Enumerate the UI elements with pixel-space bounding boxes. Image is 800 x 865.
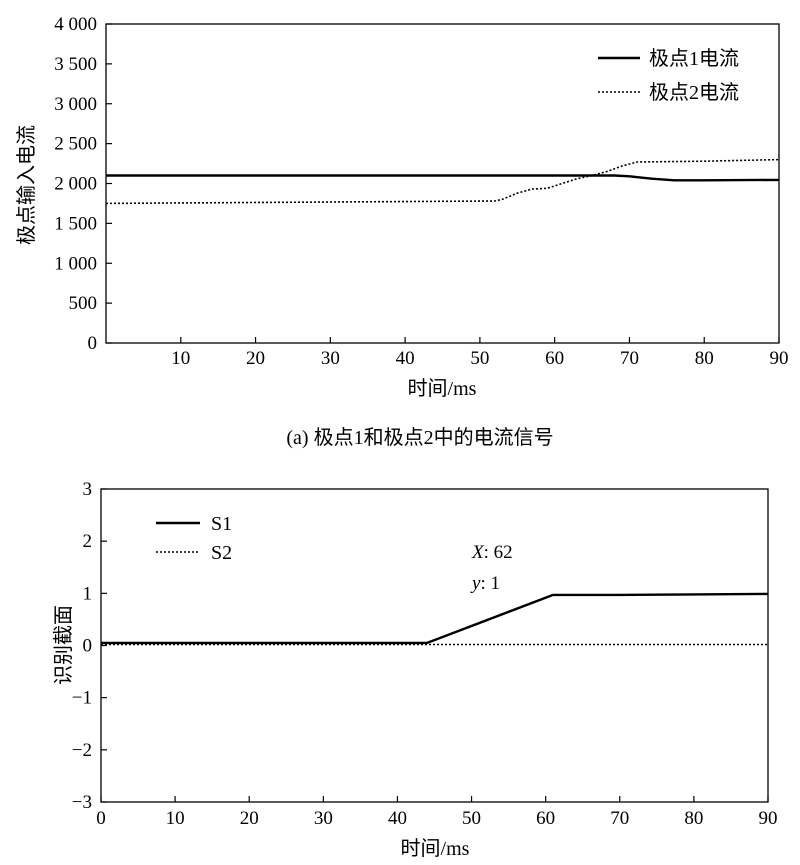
chart-a-caption: (a) 极点1和极点2中的电流信号 bbox=[286, 426, 553, 449]
chart-b-legend-label-1: S1 bbox=[211, 513, 232, 535]
chart-b-x-axis-title: 时间/ms bbox=[401, 837, 470, 860]
datatip-x-value: : 62 bbox=[484, 542, 513, 563]
chart-a-x-tick-label-0: 10 bbox=[171, 348, 190, 369]
chart-b-legend: S1 S2 bbox=[156, 513, 232, 564]
chart-b-y-tick-label-5: −2 bbox=[72, 740, 92, 761]
chart-a-legend-label-1: 极点1电流 bbox=[649, 47, 739, 70]
chart-b-y-tick-label-0: 3 bbox=[83, 479, 93, 500]
chart-a-y-tick-label-1: 500 bbox=[69, 293, 98, 314]
chart-b-datatip: X: 62 y: 1 bbox=[470, 542, 513, 594]
chart-a-x-tick-label-1: 20 bbox=[246, 348, 265, 369]
chart-b-x-tick-label-8: 80 bbox=[684, 808, 703, 829]
datatip-y-value: : 1 bbox=[480, 573, 500, 594]
svg-text:X: 62: X: 62 bbox=[471, 542, 513, 563]
chart-a-y-tick-label-8: 4 000 bbox=[54, 14, 97, 35]
chart-b-y-axis-title: 识别截面 bbox=[52, 605, 75, 685]
chart-b-y-tick-label-1: 2 bbox=[83, 531, 93, 552]
chart-b-series-group bbox=[101, 592, 769, 646]
chart-b-x-tick-label-4: 40 bbox=[388, 808, 407, 829]
chart-a-legend-label-2: 极点2电流 bbox=[649, 81, 739, 104]
datatip-x-label: X bbox=[471, 542, 485, 563]
chart-b-x-tick-label-3: 30 bbox=[314, 808, 333, 829]
chart-a-plot-frame bbox=[105, 23, 780, 344]
chart-b-x-tick-label-2: 20 bbox=[240, 808, 259, 829]
chart-b-plot-frame bbox=[100, 488, 769, 803]
chart-a-y-tick-label-0: 0 bbox=[88, 333, 98, 354]
chart-a-y-tick-label-7: 3 500 bbox=[54, 54, 97, 75]
chart-a-x-tick-label-4: 50 bbox=[470, 348, 489, 369]
chart-a-x-axis: 10 20 30 40 50 60 70 80 90 bbox=[171, 337, 789, 369]
chart-b-series-line-1 bbox=[101, 592, 769, 645]
chart-b-x-tick-label-1: 10 bbox=[166, 808, 185, 829]
chart-a-y-tick-label-5: 2 500 bbox=[54, 134, 97, 155]
chart-a-y-axis-title: 极点输入电流 bbox=[15, 125, 38, 245]
chart-a-y-tick-label-4: 2 000 bbox=[54, 174, 97, 195]
chart-b-x-axis: 0 10 20 30 40 50 60 70 80 90 bbox=[96, 796, 778, 829]
chart-b-legend-label-2: S2 bbox=[211, 542, 232, 564]
chart-a-y-axis: 0 500 1 000 1 500 2 000 2 500 3 000 3 500 4 000 bbox=[54, 14, 112, 354]
chart-a-x-tick-label-8: 90 bbox=[770, 348, 789, 369]
chart-b-y-tick-label-2: 1 bbox=[83, 583, 93, 604]
chart-b-x-tick-label-5: 50 bbox=[462, 808, 481, 829]
chart-b-x-tick-label-9: 90 bbox=[759, 808, 778, 829]
chart-a-x-axis-title: 时间/ms bbox=[408, 377, 477, 400]
chart-a-y-tick-label-6: 3 000 bbox=[54, 94, 97, 115]
chart-a-series-line-1 bbox=[106, 174, 780, 182]
chart-a-x-tick-label-6: 70 bbox=[620, 348, 639, 369]
chart-a-y-tick-label-3: 1 500 bbox=[54, 213, 97, 234]
chart-b-y-tick-label-4: −1 bbox=[72, 688, 92, 709]
chart-b-y-axis: 3 2 1 0 −1 −2 −3 bbox=[72, 479, 107, 813]
chart-a-y-tick-label-2: 1 000 bbox=[54, 253, 97, 274]
chart-b-x-tick-label-0: 0 bbox=[96, 808, 106, 829]
chart-a-x-tick-label-3: 40 bbox=[396, 348, 415, 369]
svg-text:y: 1: y: 1 bbox=[470, 573, 500, 594]
datatip-y-label: y bbox=[470, 573, 481, 594]
chart-a-x-tick-label-5: 60 bbox=[545, 348, 564, 369]
chart-a-x-tick-label-2: 30 bbox=[321, 348, 340, 369]
chart-b-x-tick-label-6: 60 bbox=[536, 808, 555, 829]
chart-a-x-tick-label-7: 80 bbox=[695, 348, 714, 369]
chart-a-legend: 极点1电流 极点2电流 bbox=[598, 47, 739, 104]
chart-b-y-tick-label-6: −3 bbox=[72, 792, 92, 813]
chart-b-y-tick-label-3: 0 bbox=[83, 636, 93, 657]
chart-a-series-group bbox=[105, 158, 780, 205]
chart-b-x-tick-label-7: 70 bbox=[610, 808, 629, 829]
